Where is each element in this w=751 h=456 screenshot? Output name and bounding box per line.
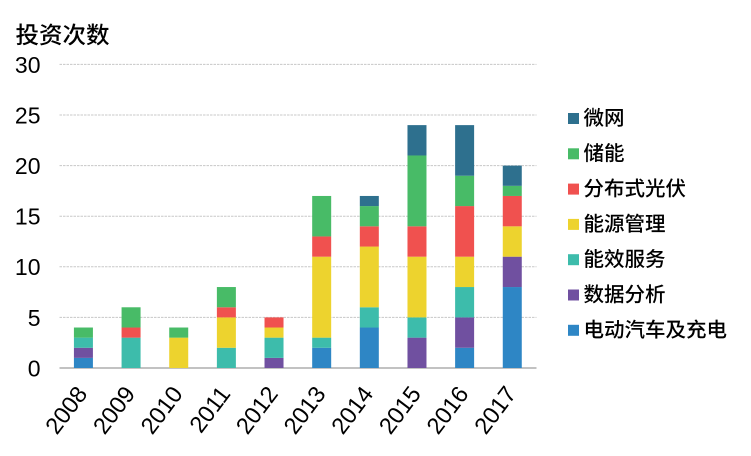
svg-text:15: 15 bbox=[15, 204, 41, 230]
svg-text:30: 30 bbox=[15, 52, 41, 78]
svg-text:0: 0 bbox=[28, 355, 41, 381]
svg-text:5: 5 bbox=[28, 305, 41, 331]
svg-text:10: 10 bbox=[15, 254, 41, 280]
svg-text:20: 20 bbox=[15, 153, 41, 179]
svg-text:25: 25 bbox=[15, 102, 41, 128]
